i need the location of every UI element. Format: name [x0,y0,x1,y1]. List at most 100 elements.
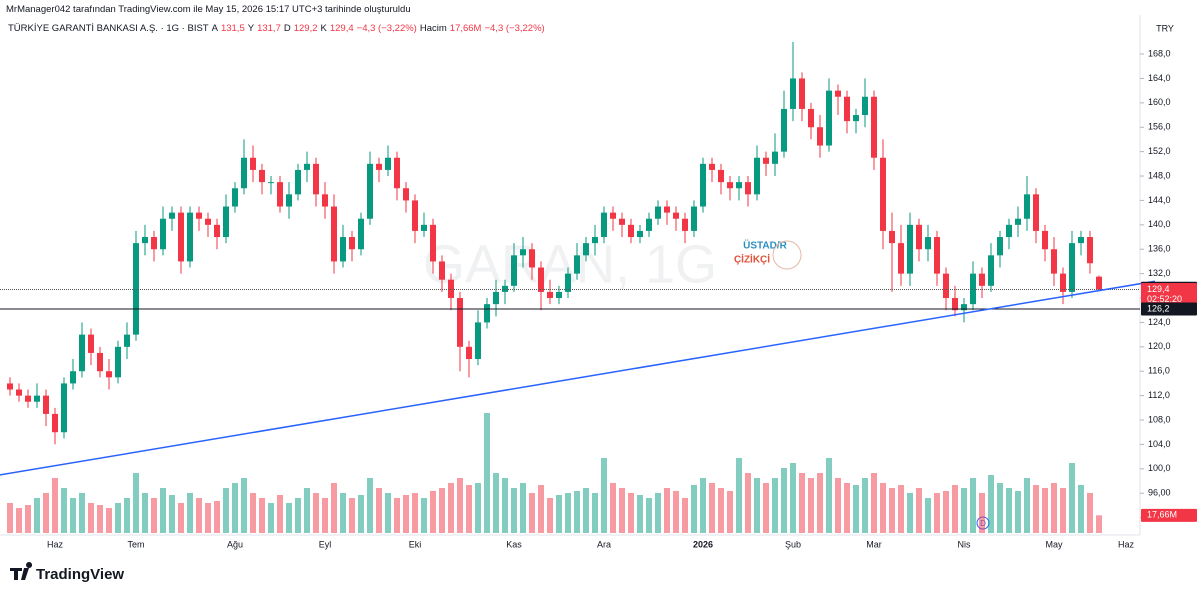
candle-body [538,267,544,292]
candle-body [7,383,13,390]
candle-body [574,255,580,274]
volume-bar [502,478,508,533]
candle-body [403,188,409,201]
candle-body [232,188,238,207]
volume-bar [493,473,499,533]
volume-bar [403,495,409,533]
volume-bar [313,493,319,533]
volume-bar [979,493,985,533]
candle-body [1033,194,1039,231]
x-tick-label: Ara [597,539,611,549]
x-tick-label: Haz [1118,539,1135,549]
ohlc-label: K [320,23,327,34]
volume-bar [268,503,274,533]
candle-body [1042,230,1048,250]
candle-body [556,291,562,299]
volume-bar [997,483,1003,533]
candle-body [187,212,193,262]
candle-body [952,298,958,311]
volume-bar [538,485,544,533]
candle-body [295,169,301,195]
candle-body [358,218,364,250]
candle-body [826,90,832,146]
volume-bar [448,483,454,533]
volume-bar [817,473,823,533]
y-tick-label: 136,0 [1148,244,1171,254]
y-tick-label: 152,0 [1148,146,1171,156]
volume-bar [781,468,787,533]
x-tick-label: Nis [958,539,971,549]
volume-bar [340,493,346,533]
candle-body [79,334,85,372]
volume-bar [637,495,643,533]
candle-body [259,169,265,183]
price-tag-label: 129,4 [1147,284,1170,294]
volume-bar [655,493,661,533]
candle-body [763,157,769,164]
ohlc-label: A [211,23,218,34]
volume-bar [646,498,652,533]
candle-body [871,96,877,158]
volume-bar [664,488,670,533]
x-tick-label: Tem [127,539,144,549]
candle-body [475,322,481,360]
volume-bar [97,505,103,533]
volume-bar [862,478,868,533]
candle-body [466,346,472,360]
volume-bar [871,473,877,533]
volume-bar [259,498,265,533]
ohlc-label: D [283,23,291,34]
volume-bar [160,488,166,533]
y-tick-label: 100,0 [1148,463,1171,473]
volume-bar [205,503,211,533]
volume-bar [52,478,58,533]
volume-bar [853,485,859,533]
volume-bar [772,478,778,533]
volume-bar [1060,488,1066,533]
candle-body [565,273,571,292]
y-tick-label: 132,0 [1148,268,1171,278]
volume-bar [574,491,580,533]
candle-body [367,163,373,219]
volume-bar [916,488,922,533]
symbol: TÜRKİYE GARANTİ BANKASI A.Ş. · 1G · BIST [8,23,209,34]
volume-bar [1096,515,1102,533]
volume-bar [628,493,634,533]
candle-body [205,218,211,225]
volume-bar [484,413,490,533]
candle-body [979,273,985,286]
volume-bar [196,498,202,533]
candle-body [223,206,229,238]
logo-ring [772,240,802,270]
volume-bar [169,495,175,533]
volume-bar [790,463,796,533]
y-tick-label: 160,0 [1148,97,1171,107]
volume-bar [718,488,724,533]
volume-bar [826,458,832,533]
volume-bar [1033,485,1039,533]
volume-bar [1024,478,1030,533]
x-tick-label: Şub [785,539,801,549]
y-tick-label: 108,0 [1148,414,1171,424]
candle-body [817,127,823,146]
ohlc-label: Y [247,23,255,34]
candle-body [448,279,454,299]
candle-body [1078,237,1084,244]
candle-body [925,237,931,250]
candle-body [331,206,337,262]
candle-body [304,163,310,170]
candle-body [502,285,508,292]
candle-body [214,224,220,238]
x-tick-label: Eki [409,539,422,549]
volume-bar [277,495,283,533]
volume-bar [925,498,931,533]
countdown: 02:52:20 [1147,294,1182,304]
volume-bar [529,493,535,533]
volume-bar [961,488,967,533]
y-tick-label: 144,0 [1148,195,1171,205]
candle-body [682,218,688,231]
candle-body [277,182,283,207]
volume-bar [592,493,598,533]
price-tag [1141,282,1197,307]
